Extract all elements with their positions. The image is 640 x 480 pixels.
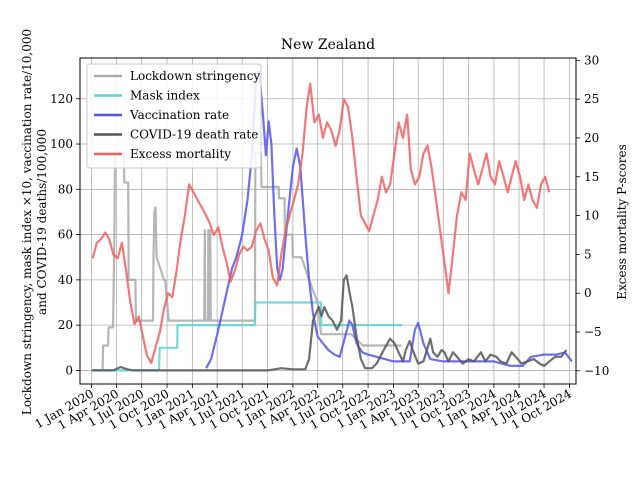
left-tick-label: 40 — [58, 273, 73, 287]
series-line-excess-mortality — [91, 82, 551, 365]
left-axis: 0 20 40 60 80 100 120 — [50, 92, 80, 377]
left-tick-label: 0 — [65, 363, 73, 377]
left-tick-label: 60 — [58, 228, 73, 242]
right-tick-label: 15 — [584, 170, 599, 184]
right-tick-label: 5 — [584, 247, 592, 261]
legend-label: Lockdown stringency — [130, 69, 260, 83]
chart-title: New Zealand — [281, 37, 375, 53]
legend-label: Excess mortality — [130, 147, 231, 161]
right-axis-label: Excess mortality P-scores — [615, 144, 629, 299]
left-tick-label: 100 — [50, 137, 73, 151]
right-tick-label: 10 — [584, 209, 599, 223]
legend-label: Vaccination rate — [129, 108, 229, 122]
right-tick-label: 30 — [584, 53, 599, 67]
left-tick-label: 20 — [58, 318, 73, 332]
left-axis-label-line-1: Lockdown stringency, mask index ×10, vac… — [20, 29, 34, 415]
left-tick-label: 120 — [50, 92, 73, 106]
legend: Lockdown stringency Mask index Vaccination… — [86, 63, 262, 169]
right-tick-label: −5 — [584, 325, 602, 339]
legend-label: Mask index — [130, 89, 200, 103]
right-tick-label: −10 — [584, 364, 609, 378]
legend-label: COVID-19 death rate — [130, 128, 258, 142]
plot-frame — [79, 57, 577, 385]
right-axis: −10 −5 0 5 10 15 20 25 30 — [576, 53, 609, 378]
left-tick-label: 80 — [58, 182, 73, 196]
right-tick-label: 25 — [584, 92, 599, 106]
series-line-covid-19-death-rate — [91, 274, 568, 372]
right-tick-label: 20 — [584, 131, 599, 145]
right-tick-label: 0 — [584, 286, 592, 300]
left-axis-label-line-2: and COVID-19 deaths/100,000 — [35, 129, 49, 315]
legend-box — [86, 63, 262, 169]
legend-items: Lockdown stringency Mask index Vaccination… — [94, 69, 260, 161]
